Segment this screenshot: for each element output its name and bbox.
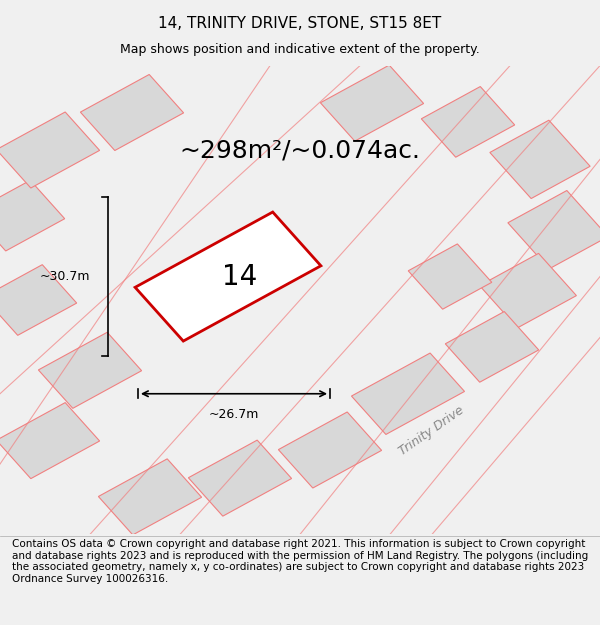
Text: ~26.7m: ~26.7m xyxy=(209,408,259,421)
Text: 14: 14 xyxy=(223,262,257,291)
Polygon shape xyxy=(135,212,321,341)
Text: ~298m²/~0.074ac.: ~298m²/~0.074ac. xyxy=(179,138,421,162)
Text: 14, TRINITY DRIVE, STONE, ST15 8ET: 14, TRINITY DRIVE, STONE, ST15 8ET xyxy=(158,16,442,31)
Polygon shape xyxy=(0,180,65,251)
Text: ~30.7m: ~30.7m xyxy=(40,270,90,283)
Polygon shape xyxy=(188,440,292,516)
Text: Contains OS data © Crown copyright and database right 2021. This information is : Contains OS data © Crown copyright and d… xyxy=(12,539,588,584)
Polygon shape xyxy=(0,264,77,336)
Text: Map shows position and indicative extent of the property.: Map shows position and indicative extent… xyxy=(120,42,480,56)
Polygon shape xyxy=(408,244,492,309)
Text: Trinity Drive: Trinity Drive xyxy=(397,404,467,459)
Polygon shape xyxy=(98,459,202,535)
Polygon shape xyxy=(38,332,142,408)
Polygon shape xyxy=(490,120,590,199)
Polygon shape xyxy=(421,86,515,158)
Polygon shape xyxy=(445,311,539,382)
Polygon shape xyxy=(352,353,464,434)
Polygon shape xyxy=(0,402,100,479)
Polygon shape xyxy=(80,74,184,151)
Polygon shape xyxy=(508,191,600,269)
Polygon shape xyxy=(320,65,424,141)
Polygon shape xyxy=(0,112,100,188)
Polygon shape xyxy=(479,253,577,328)
Polygon shape xyxy=(278,412,382,488)
